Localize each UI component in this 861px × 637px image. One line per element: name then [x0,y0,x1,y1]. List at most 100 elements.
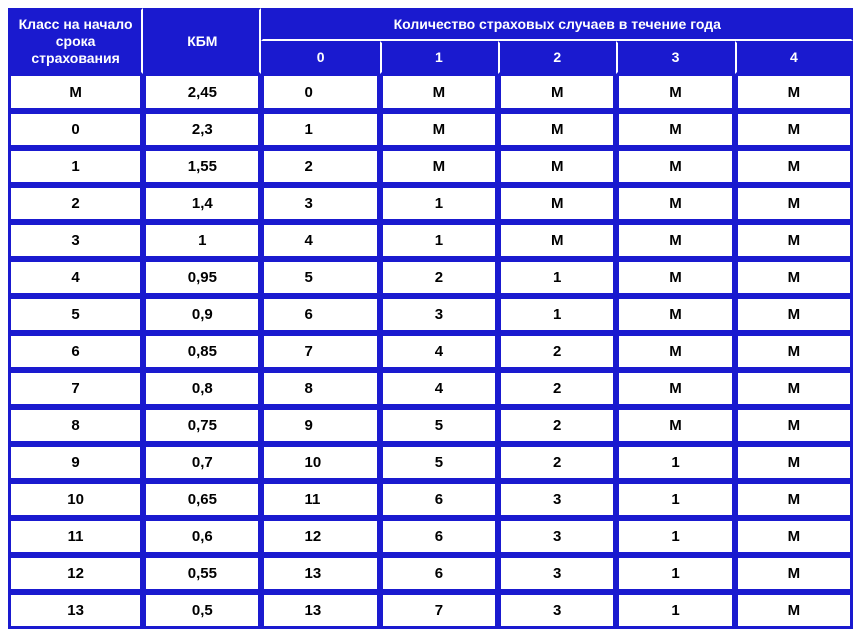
table-cell: 3 [498,481,616,518]
table-row: 110,612631М [8,518,853,555]
table-cell: 1 [380,222,498,259]
table-cell: 10 [261,444,379,481]
table-cell: 1 [616,592,734,629]
table-cell: 0,95 [143,259,261,296]
table-cell: М [735,333,853,370]
table-cell: 2 [498,333,616,370]
table-cell: 1,55 [143,148,261,185]
table-row: М2,450ММММ [8,74,853,111]
table-cell: 12 [8,555,143,592]
table-cell: М [735,148,853,185]
header-case-0: 0 [261,41,379,74]
table-cell: М [380,74,498,111]
table-cell: М [616,259,734,296]
table-cell: 6 [380,481,498,518]
table-cell: 1 [498,259,616,296]
table-cell: 9 [8,444,143,481]
table-cell: 10 [8,481,143,518]
table-cell: М [735,407,853,444]
table-cell: М [498,74,616,111]
table-cell: 4 [380,333,498,370]
table-cell: 2 [498,370,616,407]
table-cell: 1 [143,222,261,259]
table-row: 50,9631ММ [8,296,853,333]
table-cell: 5 [8,296,143,333]
table-cell: 1 [498,296,616,333]
table-cell: 2,45 [143,74,261,111]
table-cell: 2 [498,407,616,444]
table-cell: М [735,222,853,259]
table-cell: 11 [261,481,379,518]
table-cell: 1 [616,444,734,481]
table-cell: 7 [261,333,379,370]
table-cell: 6 [380,518,498,555]
table-row: 3141МММ [8,222,853,259]
table-cell: М [735,518,853,555]
table-cell: 2 [261,148,379,185]
table-cell: 1 [616,555,734,592]
table-row: 80,75952ММ [8,407,853,444]
table-cell: 8 [261,370,379,407]
table-cell: М [735,481,853,518]
table-cell: М [498,185,616,222]
table-cell: 4 [261,222,379,259]
table-row: 21,431МММ [8,185,853,222]
table-cell: 1 [380,185,498,222]
table-cell: 4 [380,370,498,407]
table-cell: 3 [261,185,379,222]
table-cell: 3 [498,518,616,555]
table-cell: М [735,111,853,148]
table-cell: 7 [380,592,498,629]
table-cell: 1,4 [143,185,261,222]
header-class-col: Класс на начало срока страхования [8,8,143,74]
table-cell: М [8,74,143,111]
table-body: М2,450ММММ02,31ММММ11,552ММММ21,431МММ31… [8,74,853,629]
table-cell: 2 [498,444,616,481]
table-cell: М [735,74,853,111]
header-kbm-col: КБМ [143,8,261,74]
table-header: Класс на начало срока страхования КБМ Ко… [8,8,853,74]
header-case-3: 3 [616,41,734,74]
table-cell: М [616,185,734,222]
table-row: 70,8842ММ [8,370,853,407]
table-cell: 1 [616,481,734,518]
table-cell: 11 [8,518,143,555]
table-cell: 7 [8,370,143,407]
table-cell: 2,3 [143,111,261,148]
table-cell: М [735,185,853,222]
header-case-2: 2 [498,41,616,74]
table-row: 60,85742ММ [8,333,853,370]
table-row: 02,31ММММ [8,111,853,148]
table-cell: М [735,555,853,592]
table-cell: 3 [498,555,616,592]
table-cell: 13 [8,592,143,629]
table-cell: 6 [380,555,498,592]
table-cell: 13 [261,592,379,629]
table-cell: 5 [380,407,498,444]
header-case-4: 4 [735,41,853,74]
table-cell: 0,65 [143,481,261,518]
table-cell: 4 [8,259,143,296]
table-row: 100,6511631М [8,481,853,518]
table-cell: 1 [8,148,143,185]
table-cell: 3 [380,296,498,333]
table-cell: 1 [261,111,379,148]
table-cell: 12 [261,518,379,555]
table-cell: 2 [8,185,143,222]
table-cell: 6 [261,296,379,333]
table-cell: 8 [8,407,143,444]
table-cell: М [616,111,734,148]
table-cell: М [380,111,498,148]
table-cell: 0,85 [143,333,261,370]
table-cell: М [735,444,853,481]
table-cell: 3 [498,592,616,629]
table-cell: М [498,148,616,185]
table-row: 120,5513631М [8,555,853,592]
table-row: 11,552ММММ [8,148,853,185]
table-cell: 5 [261,259,379,296]
table-cell: 0,6 [143,518,261,555]
table-cell: М [616,370,734,407]
table-cell: 0 [8,111,143,148]
table-cell: М [735,592,853,629]
table-cell: 9 [261,407,379,444]
